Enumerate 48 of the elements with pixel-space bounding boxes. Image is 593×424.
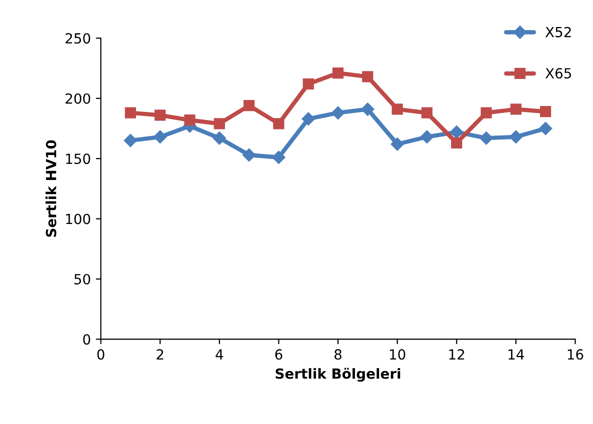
point — [124, 107, 136, 118]
x-tick-label: 6 — [275, 349, 282, 360]
x-tick-label: 12 — [449, 349, 464, 360]
legend-label: X52 — [545, 26, 571, 38]
point — [509, 130, 522, 144]
point — [392, 104, 403, 115]
y-tick-label: 50 — [74, 274, 90, 284]
x-tick-label: 10 — [390, 349, 406, 360]
point — [273, 118, 284, 130]
point — [451, 137, 462, 148]
x-tick-label: 16 — [568, 349, 584, 360]
point — [244, 100, 255, 112]
x-tick-label: 0 — [97, 349, 104, 360]
x-tick-label: 4 — [216, 349, 224, 360]
point — [124, 134, 138, 148]
point — [302, 78, 314, 90]
point — [331, 106, 345, 120]
y-tick-label: 200 — [66, 93, 90, 104]
x-tick-label: 8 — [334, 349, 342, 360]
point — [510, 104, 522, 115]
y-tick-label: 150 — [66, 154, 90, 164]
point — [420, 130, 434, 144]
legend-label: X65 — [545, 68, 571, 79]
x-axis-title: Sertlik Bölgeleri — [276, 368, 400, 382]
point — [540, 106, 552, 118]
point — [450, 125, 464, 139]
point — [302, 112, 315, 126]
x-tick-label: 14 — [508, 349, 524, 360]
point — [154, 130, 167, 144]
x-tick-label: 2 — [156, 349, 164, 360]
point — [421, 107, 433, 118]
point — [332, 68, 344, 79]
point — [390, 138, 404, 151]
point — [361, 102, 374, 116]
y-tick-label: 100 — [66, 214, 90, 224]
point — [184, 114, 196, 126]
point — [212, 132, 226, 145]
point — [154, 110, 166, 121]
y-tick-label: 250 — [66, 33, 90, 44]
point — [480, 107, 492, 118]
y-axis-title: Sertlik HV10 — [46, 140, 56, 237]
point — [272, 150, 286, 164]
point — [214, 118, 225, 130]
point — [362, 71, 374, 82]
point — [538, 122, 552, 136]
y-tick-label: 0 — [83, 334, 90, 345]
point — [242, 148, 256, 162]
point — [480, 132, 493, 145]
